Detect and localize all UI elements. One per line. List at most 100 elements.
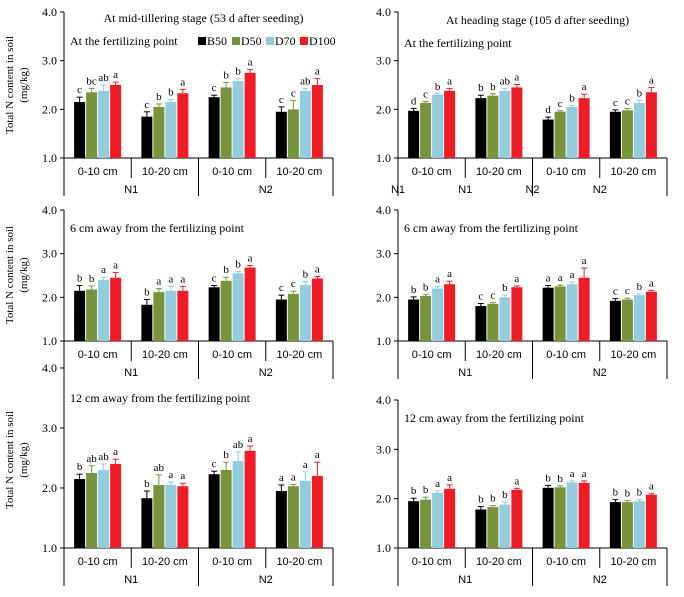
significance-letter: b — [168, 87, 174, 99]
bar — [98, 470, 110, 548]
x-tick-label: 0-10 cm — [212, 166, 252, 178]
significance-letter: a — [435, 478, 440, 490]
significance-letter: a — [248, 56, 253, 68]
significance-letter: c — [613, 286, 618, 298]
bar — [98, 279, 110, 341]
group-label: N1 — [124, 184, 138, 196]
panel-subtitle: 12 cm away from the fertilizing point — [404, 411, 585, 425]
significance-letter: b — [77, 273, 83, 285]
x-tick-label: 10-20 cm — [476, 166, 522, 178]
significance-letter: ab — [233, 439, 244, 451]
y-tick-label: 1.0 — [376, 334, 391, 348]
chart-panel: 1.0 2.0 3.0 4.0 0-10 cm 10-20 cm 0-10 cm 10-20 … — [42, 361, 334, 586]
x-tick-label: 10-20 cm — [142, 349, 188, 361]
bar — [542, 119, 554, 158]
bar — [578, 277, 590, 341]
y-tick-label: 1.0 — [42, 151, 57, 165]
bar — [74, 479, 86, 548]
bar — [475, 98, 487, 158]
legend-swatch — [300, 37, 308, 45]
bar — [621, 502, 633, 548]
bar — [578, 482, 590, 548]
group-label: N2 — [259, 367, 273, 379]
bar — [487, 95, 499, 158]
y-tick-label: 2.0 — [376, 102, 391, 116]
y-tick-label: 1.0 — [42, 334, 57, 348]
bar — [633, 501, 645, 548]
bar — [208, 97, 220, 158]
x-tick-label: 10-20 cm — [476, 349, 522, 361]
bar — [220, 470, 232, 548]
group-label: N2 — [259, 184, 273, 196]
bar — [566, 284, 578, 341]
significance-letter: a — [303, 459, 308, 471]
significance-letter: b — [144, 287, 150, 299]
bar — [86, 92, 98, 158]
bar — [177, 290, 189, 341]
significance-letter: b — [613, 487, 619, 499]
bar — [621, 110, 633, 158]
group-label: N2 — [593, 367, 607, 379]
significance-letter: a — [558, 272, 563, 284]
significance-letter: b — [435, 81, 441, 93]
significance-letter: a — [435, 273, 440, 285]
significance-letter: a — [180, 273, 185, 285]
legend-label: B50 — [207, 34, 227, 48]
bar — [499, 297, 511, 341]
y-tick-label: 2.0 — [42, 481, 57, 495]
x-tick-label: 0-10 cm — [412, 349, 452, 361]
group-label: N1 — [391, 184, 405, 196]
group-label: N2 — [259, 574, 273, 586]
significance-letter: a — [248, 252, 253, 264]
significance-letter: b — [637, 487, 643, 499]
bar — [609, 111, 621, 158]
bar — [141, 116, 153, 158]
significance-letter: b — [637, 281, 643, 293]
significance-letter: c — [625, 95, 630, 107]
bar — [299, 285, 311, 341]
bar — [299, 480, 311, 548]
significance-letter: c — [625, 285, 630, 297]
significance-letter: a — [113, 69, 118, 81]
x-tick-label: 10-20 cm — [142, 166, 188, 178]
bar — [444, 284, 456, 341]
bar — [432, 288, 444, 341]
bar — [110, 277, 122, 341]
bar — [511, 87, 523, 158]
panel-subtitle: At the fertilizing point — [404, 36, 512, 50]
bar — [86, 473, 98, 548]
significance-letter: a — [101, 264, 106, 276]
significance-letter: a — [649, 74, 654, 86]
y-tick-label: 3.0 — [376, 247, 391, 261]
bar — [208, 474, 220, 548]
bar — [475, 509, 487, 548]
bar — [542, 487, 554, 548]
bar — [208, 287, 220, 341]
bar — [408, 299, 420, 341]
chart-panel: 1.0 2.0 3.0 4.0 0-10 cm 10-20 cm 0-10 cm 10-20 … — [376, 203, 668, 379]
chart-panel: 1.0 2.0 3.0 4.0 0-10 cm 10-20 cm 0-10 cm 10-20 … — [376, 5, 668, 196]
y-tick-label: 3.0 — [376, 442, 391, 456]
x-tick-label: 0-10 cm — [546, 556, 586, 568]
bar — [420, 296, 432, 341]
x-tick-label: 0-10 cm — [412, 166, 452, 178]
x-tick-label: 10-20 cm — [276, 349, 322, 361]
column-title: At mid-tillering stage (53 d after seedi… — [104, 11, 304, 25]
significance-letter: a — [180, 470, 185, 482]
group-label: N2 — [593, 184, 607, 196]
bar — [609, 300, 621, 341]
bar — [432, 492, 444, 548]
group-label: N1 — [458, 184, 472, 196]
bar — [621, 299, 633, 341]
y-tick-label: 1.0 — [376, 541, 391, 555]
x-tick-label: 10-20 cm — [142, 556, 188, 568]
significance-letter: c — [291, 88, 296, 100]
x-tick-label: 10-20 cm — [610, 556, 656, 568]
significance-letter: b — [223, 70, 229, 82]
significance-letter: b — [502, 282, 508, 294]
significance-letter: a — [248, 433, 253, 445]
significance-letter: b — [235, 66, 241, 78]
bar — [311, 476, 323, 548]
significance-letter: b — [502, 489, 508, 501]
bar — [232, 273, 244, 341]
